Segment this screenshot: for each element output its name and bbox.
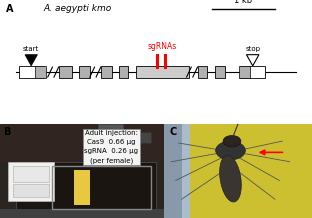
- Bar: [98, 124, 123, 160]
- Bar: [8, 162, 54, 201]
- Text: Adult injection:
Cas9  0.66 μg
sgRNA  0.26 μg
(per female): Adult injection: Cas9 0.66 μg sgRNA 0.26…: [84, 130, 139, 164]
- Text: stop: stop: [245, 46, 260, 52]
- Text: sgRNAs: sgRNAs: [148, 42, 177, 51]
- Bar: [59, 66, 72, 78]
- Bar: [198, 66, 207, 78]
- Polygon shape: [25, 55, 37, 66]
- Bar: [17, 162, 156, 213]
- Bar: [215, 66, 225, 78]
- Polygon shape: [246, 55, 259, 66]
- Text: A: A: [6, 4, 14, 14]
- Bar: [102, 132, 151, 143]
- Bar: [100, 66, 112, 78]
- Bar: [13, 165, 49, 182]
- Bar: [79, 66, 90, 78]
- Text: C: C: [170, 127, 177, 137]
- Bar: [0, 209, 164, 218]
- Bar: [240, 66, 250, 78]
- Circle shape: [223, 136, 241, 147]
- Text: A. aegypti kmo: A. aegypti kmo: [44, 4, 112, 13]
- Bar: [19, 66, 44, 78]
- Text: 1 kb: 1 kb: [234, 0, 252, 5]
- Circle shape: [216, 141, 245, 160]
- Bar: [35, 66, 46, 78]
- Bar: [164, 124, 182, 218]
- Bar: [74, 170, 90, 205]
- Bar: [136, 66, 189, 78]
- Text: B: B: [3, 127, 11, 137]
- Bar: [240, 66, 265, 78]
- Text: start: start: [23, 46, 39, 52]
- Bar: [13, 184, 49, 197]
- Ellipse shape: [220, 155, 241, 202]
- Bar: [182, 124, 190, 218]
- Bar: [119, 66, 128, 78]
- Bar: [0, 124, 164, 162]
- Bar: [52, 167, 151, 209]
